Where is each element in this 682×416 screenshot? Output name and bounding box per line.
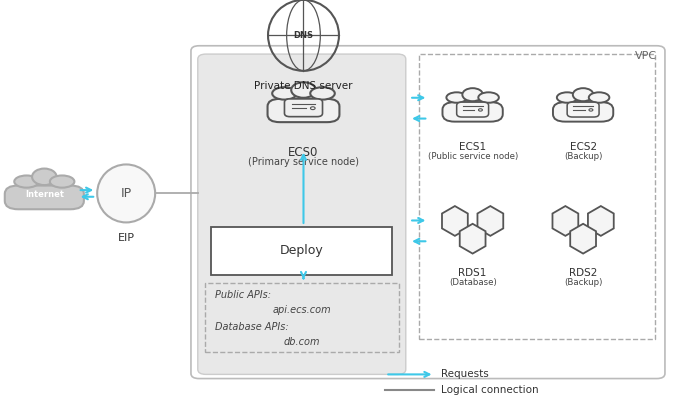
Text: api.ecs.com: api.ecs.com — [273, 305, 331, 315]
Text: RDS1: RDS1 — [458, 268, 487, 278]
Text: Private DNS server: Private DNS server — [254, 81, 353, 91]
Ellipse shape — [557, 92, 578, 103]
Ellipse shape — [589, 92, 609, 103]
Text: Internet: Internet — [25, 190, 64, 199]
Text: Database APIs:: Database APIs: — [215, 322, 288, 332]
Ellipse shape — [32, 168, 57, 185]
Text: (Backup): (Backup) — [564, 152, 602, 161]
Text: ECS0: ECS0 — [288, 146, 318, 158]
Ellipse shape — [272, 87, 297, 99]
Ellipse shape — [462, 88, 483, 101]
Polygon shape — [552, 206, 578, 236]
Polygon shape — [477, 206, 503, 236]
Polygon shape — [442, 206, 468, 236]
Polygon shape — [570, 224, 596, 254]
Text: VPC: VPC — [635, 51, 657, 61]
Ellipse shape — [573, 88, 593, 101]
Ellipse shape — [447, 92, 467, 103]
FancyBboxPatch shape — [191, 46, 665, 379]
Ellipse shape — [291, 82, 316, 98]
FancyBboxPatch shape — [457, 102, 488, 117]
Text: IP: IP — [121, 187, 132, 200]
Text: Requests: Requests — [441, 369, 489, 379]
Ellipse shape — [50, 176, 74, 188]
FancyBboxPatch shape — [567, 102, 599, 117]
Ellipse shape — [478, 92, 499, 103]
Polygon shape — [588, 206, 614, 236]
Text: (Database): (Database) — [449, 278, 496, 287]
Ellipse shape — [98, 164, 155, 223]
Text: ECS1: ECS1 — [459, 142, 486, 152]
Text: Deploy: Deploy — [280, 244, 324, 257]
Text: RDS2: RDS2 — [569, 268, 597, 278]
FancyBboxPatch shape — [284, 99, 323, 116]
Text: EIP: EIP — [118, 233, 134, 243]
Polygon shape — [460, 224, 486, 254]
Bar — [419, 54, 655, 339]
Text: Public APIs:: Public APIs: — [215, 290, 271, 300]
Text: ECS2: ECS2 — [569, 142, 597, 152]
Text: Logical connection: Logical connection — [441, 385, 539, 395]
FancyBboxPatch shape — [553, 102, 613, 121]
FancyBboxPatch shape — [5, 186, 84, 209]
FancyBboxPatch shape — [443, 102, 503, 121]
FancyBboxPatch shape — [267, 99, 340, 122]
Bar — [205, 283, 399, 352]
Ellipse shape — [310, 87, 335, 99]
FancyBboxPatch shape — [198, 54, 406, 374]
Text: (Backup): (Backup) — [564, 278, 602, 287]
Text: (Public service node): (Public service node) — [428, 152, 518, 161]
Bar — [211, 227, 392, 275]
Text: db.com: db.com — [284, 337, 320, 347]
Text: (Primary service node): (Primary service node) — [248, 157, 359, 167]
Text: DNS: DNS — [293, 31, 314, 40]
Ellipse shape — [14, 176, 39, 188]
